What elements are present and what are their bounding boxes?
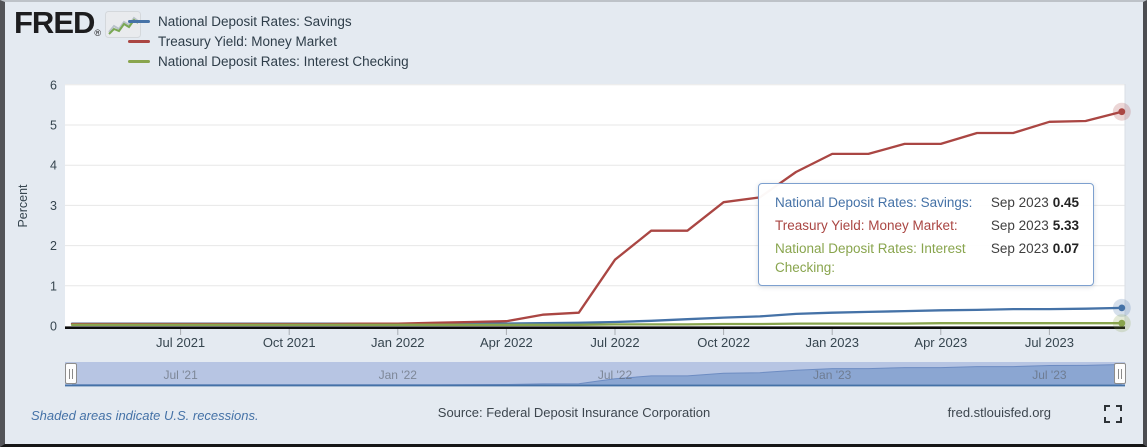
legend-dash-blue xyxy=(128,20,150,23)
tooltip-value: Sep 2023 0.45 xyxy=(990,195,1079,210)
header: FRED ® National Deposit Rates: Savings Tr… xyxy=(5,2,1143,76)
svg-text:Apr 2022: Apr 2022 xyxy=(480,335,533,350)
source-text: Source: Federal Deposit Insurance Corpor… xyxy=(437,405,711,420)
series-end-dots xyxy=(1112,102,1131,333)
y-axis-title: Percent xyxy=(16,184,30,228)
svg-text:5: 5 xyxy=(50,119,57,133)
chart-tooltip: National Deposit Rates: Savings: Sep 202… xyxy=(758,183,1094,286)
tooltip-row-savings: National Deposit Rates: Savings: Sep 202… xyxy=(775,194,1079,212)
svg-text:Oct 2021: Oct 2021 xyxy=(263,335,316,350)
svg-text:0: 0 xyxy=(50,320,57,334)
tooltip-series-label: National Deposit Rates: Interest Checkin… xyxy=(775,241,966,275)
legend-label: National Deposit Rates: Interest Checkin… xyxy=(158,54,409,69)
svg-text:1: 1 xyxy=(50,279,57,293)
svg-text:Apr 2023: Apr 2023 xyxy=(914,335,967,350)
site-link[interactable]: fred.stlouisfed.org xyxy=(947,405,1051,420)
x-axis-line xyxy=(65,326,1125,329)
legend-dash-red xyxy=(128,40,150,43)
legend-dash-green xyxy=(128,60,150,63)
svg-text:Jul '21: Jul '21 xyxy=(163,368,198,382)
legend-item-money-market[interactable]: Treasury Yield: Money Market xyxy=(128,33,409,50)
footer: Shaded areas indicate U.S. recessions. S… xyxy=(5,402,1143,432)
svg-text:Jul 2021: Jul 2021 xyxy=(156,335,205,350)
svg-text:Oct 2022: Oct 2022 xyxy=(697,335,750,350)
y-axis-labels: 0 1 2 3 4 5 6 xyxy=(50,78,57,333)
x-axis-ticks xyxy=(180,329,1050,335)
recession-note: Shaded areas indicate U.S. recessions. xyxy=(31,408,259,423)
fred-logo-text: FRED xyxy=(14,5,95,40)
tooltip-series-label: Treasury Yield: Money Market: xyxy=(775,218,958,234)
tooltip-row-money-market: Treasury Yield: Money Market: Sep 2023 5.… xyxy=(775,217,1079,235)
svg-text:4: 4 xyxy=(50,159,57,173)
fullscreen-icon[interactable] xyxy=(1103,404,1123,424)
tooltip-value: Sep 2023 5.33 xyxy=(990,218,1079,234)
handle-grip-icon xyxy=(69,368,73,379)
registered-mark: ® xyxy=(94,28,102,38)
legend-item-savings[interactable]: National Deposit Rates: Savings xyxy=(128,13,409,30)
tooltip-series-label: National Deposit Rates: Savings: xyxy=(775,195,973,210)
svg-text:Jul 2023: Jul 2023 xyxy=(1025,335,1074,350)
svg-text:Jan '22: Jan '22 xyxy=(379,368,418,382)
svg-text:Jul '23: Jul '23 xyxy=(1032,368,1067,382)
series-lines xyxy=(70,110,1123,326)
svg-text:Jul 2022: Jul 2022 xyxy=(590,335,639,350)
handle-grip-icon xyxy=(1118,368,1122,379)
svg-text:3: 3 xyxy=(50,199,57,213)
legend-label: Treasury Yield: Money Market xyxy=(158,34,337,49)
slider-handle-right[interactable] xyxy=(1114,363,1126,384)
fred-sparkline-icon xyxy=(105,11,142,43)
fred-logo: FRED ® xyxy=(14,5,142,43)
svg-text:6: 6 xyxy=(50,78,57,92)
slider-handle-left[interactable] xyxy=(65,363,77,384)
svg-text:Jan 2022: Jan 2022 xyxy=(371,335,425,350)
date-range-slider[interactable] xyxy=(65,362,1125,387)
slider-labels: Jul '21 Jan '22 Jul '22 Jan '23 Jul '23 xyxy=(163,368,1066,382)
svg-text:Jan 2023: Jan 2023 xyxy=(805,335,859,350)
svg-text:Percent: Percent xyxy=(16,184,30,228)
svg-text:Jul '22: Jul '22 xyxy=(598,368,633,382)
svg-text:2: 2 xyxy=(50,239,57,253)
tooltip-row-interest-checking: National Deposit Rates: Interest Checkin… xyxy=(775,240,1079,276)
legend-item-interest-checking[interactable]: National Deposit Rates: Interest Checkin… xyxy=(128,53,409,70)
svg-text:Jan '23: Jan '23 xyxy=(813,368,852,382)
tooltip-value: Sep 2023 0.07 xyxy=(990,241,1079,257)
chart-legend: National Deposit Rates: Savings Treasury… xyxy=(128,13,409,70)
x-axis-labels: Jul 2021 Oct 2021 Jan 2022 Apr 2022 Jul 2022… xyxy=(156,335,1074,350)
legend-label: National Deposit Rates: Savings xyxy=(158,14,352,29)
